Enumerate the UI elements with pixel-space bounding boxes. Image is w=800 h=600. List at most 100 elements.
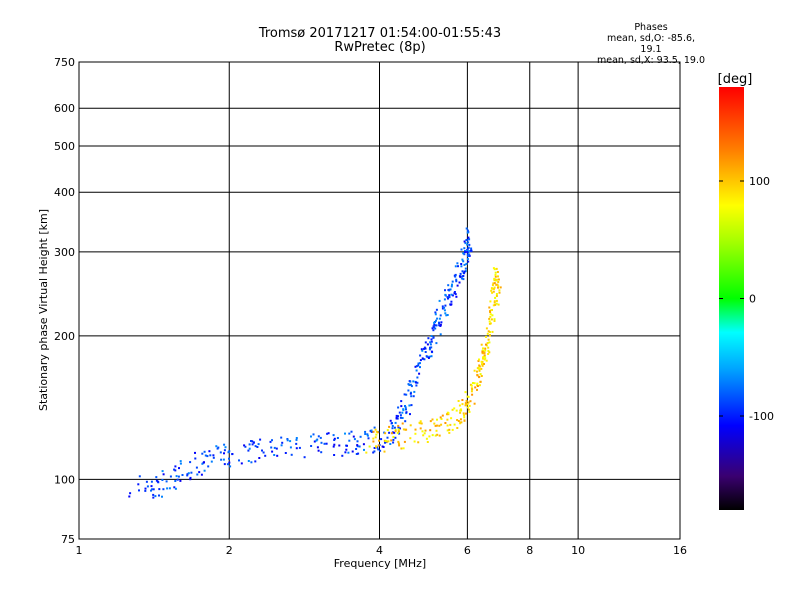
echo-point-o	[447, 284, 450, 287]
echo-point-o	[455, 280, 458, 283]
echo-point-x	[478, 375, 481, 378]
x-axis-ticks: 1 2 4 6 8 10 16	[76, 544, 688, 557]
echo-point-x	[493, 286, 496, 289]
echo-point-o	[257, 443, 260, 446]
echo-point-x	[433, 422, 436, 425]
echo-point-x	[497, 278, 500, 281]
echo-point-o	[435, 319, 437, 322]
echo-point-o	[212, 456, 215, 459]
echo-point-x	[497, 286, 499, 289]
echo-point-x	[378, 439, 380, 442]
echo-point-x	[493, 282, 496, 285]
echo-point-x	[390, 432, 393, 435]
echo-point-o	[333, 439, 336, 441]
echo-point-o	[264, 454, 267, 457]
echo-point-o	[316, 446, 319, 449]
echo-point-o	[466, 249, 469, 252]
echo-point-x	[491, 314, 494, 317]
echo-point-o	[454, 293, 457, 296]
echo-point-o	[176, 478, 179, 481]
echo-point-o	[409, 380, 412, 383]
echo-point-x	[431, 434, 434, 437]
echo-point-x	[490, 318, 493, 321]
echo-point-o	[275, 447, 278, 450]
echo-point-x	[394, 428, 397, 431]
echo-point-o	[404, 420, 407, 423]
echo-point-x	[374, 436, 377, 439]
echo-point-o	[145, 480, 148, 483]
echo-point-o	[444, 293, 447, 296]
echo-point-o	[223, 452, 225, 455]
echo-point-o	[443, 309, 446, 312]
echo-point-o	[391, 425, 394, 427]
echo-point-x	[413, 440, 416, 443]
echo-point-o	[389, 443, 392, 445]
echo-point-o	[198, 471, 201, 474]
echo-point-o	[216, 447, 219, 450]
echo-point-x	[495, 283, 498, 286]
echo-point-o	[439, 333, 442, 336]
echo-point-x	[435, 429, 438, 432]
echo-point-o	[464, 242, 467, 245]
echo-point-o	[443, 298, 446, 301]
echo-point-x	[457, 420, 460, 422]
echo-point-o	[320, 451, 323, 454]
echo-point-x	[448, 431, 451, 434]
echo-point-o	[138, 489, 140, 492]
echo-point-x	[434, 424, 437, 427]
echo-point-x	[400, 447, 403, 450]
echo-point-o	[413, 390, 416, 393]
echo-points	[128, 227, 502, 499]
echo-point-o	[444, 312, 447, 315]
echo-point-x	[495, 295, 498, 297]
echo-point-o	[363, 448, 365, 451]
echo-point-o	[348, 432, 351, 435]
echo-point-o	[431, 327, 434, 330]
echo-point-o	[228, 461, 231, 464]
echo-point-o	[338, 444, 341, 447]
echo-point-o	[454, 265, 457, 268]
echo-point-o	[435, 308, 438, 311]
echo-point-x	[476, 385, 479, 387]
echo-point-x	[417, 441, 420, 444]
echo-point-x	[436, 424, 439, 427]
echo-point-o	[407, 389, 410, 392]
echo-point-o	[386, 436, 389, 439]
echo-point-o	[415, 369, 418, 372]
echo-point-o	[388, 431, 391, 434]
echo-point-x	[484, 347, 487, 350]
echo-point-x	[463, 419, 466, 422]
echo-point-x	[446, 429, 449, 432]
echo-point-o	[400, 405, 403, 408]
echo-point-o	[366, 433, 369, 436]
echo-point-o	[247, 460, 250, 462]
echo-point-x	[485, 335, 487, 338]
echo-point-x	[465, 399, 468, 402]
x-tick-label: 2	[226, 544, 233, 557]
x-tick-label: 4	[376, 544, 383, 557]
echo-point-o	[341, 454, 344, 457]
echo-point-o	[323, 442, 326, 445]
echo-point-o	[203, 450, 206, 453]
echo-point-o	[393, 431, 396, 434]
echo-point-o	[397, 406, 400, 409]
echo-point-x	[473, 369, 476, 372]
echo-point-o	[186, 474, 189, 477]
echo-point-o	[441, 305, 444, 308]
echo-point-x	[397, 440, 400, 443]
echo-point-o	[447, 297, 449, 300]
x-tick-label: 1	[76, 544, 83, 557]
echo-point-o	[410, 385, 413, 388]
echo-point-x	[447, 412, 450, 414]
echo-point-x	[464, 391, 467, 394]
echo-point-x	[478, 368, 481, 371]
echo-point-x	[372, 440, 375, 443]
echo-point-o	[244, 445, 247, 448]
echo-point-o	[415, 381, 417, 384]
echo-point-o	[327, 432, 330, 435]
echo-point-x	[488, 351, 491, 354]
echo-point-o	[450, 303, 453, 306]
echo-point-x	[467, 401, 470, 404]
echo-point-x	[473, 402, 476, 405]
y-tick-label: 200	[54, 330, 75, 343]
